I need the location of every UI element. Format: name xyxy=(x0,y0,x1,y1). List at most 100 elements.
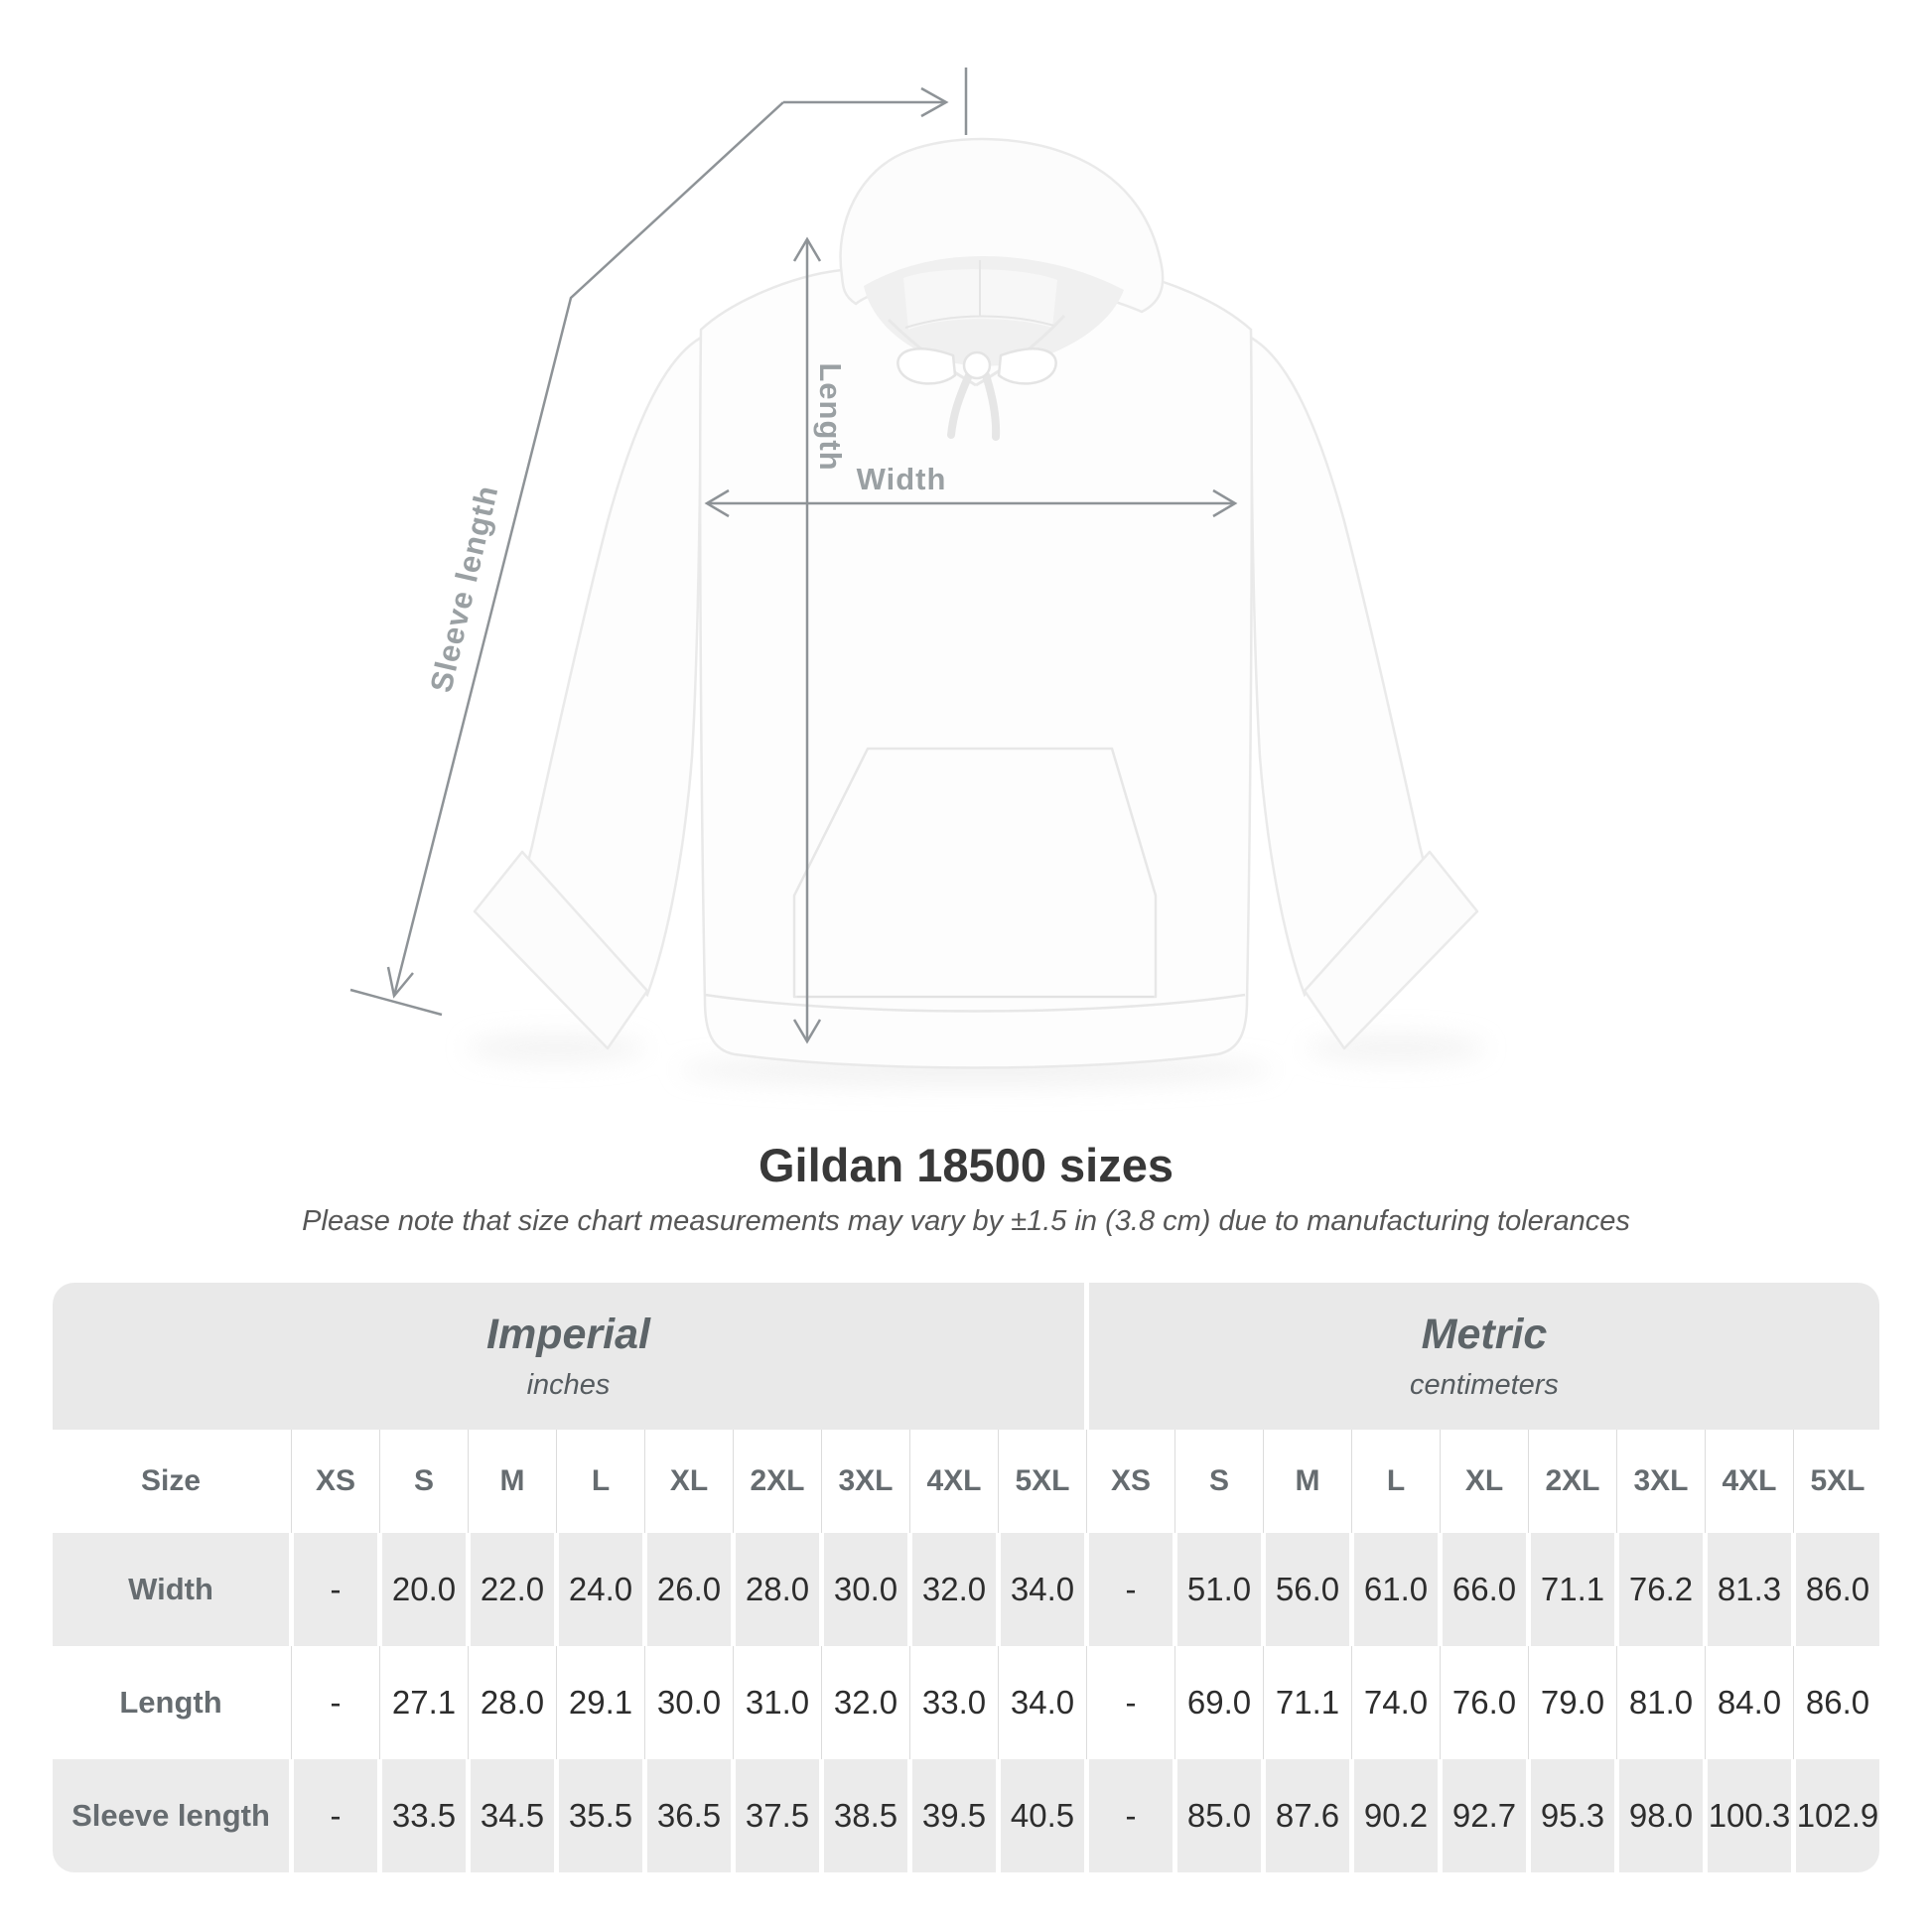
table-cell: 95.3 xyxy=(1531,1759,1614,1872)
size-col-header-imperial: 3XL xyxy=(821,1430,907,1533)
table-cell: 22.0 xyxy=(471,1533,554,1646)
drawstrings xyxy=(897,347,1057,441)
size-col-header-metric: XS xyxy=(1086,1430,1173,1533)
width-measure-label: Width xyxy=(856,462,947,496)
tolerance-note: Please note that size chart measurements… xyxy=(302,1205,1630,1237)
hem-seam xyxy=(704,993,1246,1013)
unit-header-row: Imperial inches Metric centimeters xyxy=(53,1283,1879,1430)
table-cell: 33.0 xyxy=(909,1646,996,1759)
table-cell: 84.0 xyxy=(1705,1646,1791,1759)
table-cell: 36.5 xyxy=(647,1759,731,1872)
table-cell: 76.2 xyxy=(1619,1533,1703,1646)
arrowhead-left xyxy=(704,488,730,518)
size-col-header-metric: 2XL xyxy=(1528,1430,1614,1533)
size-col-header-imperial: L xyxy=(556,1430,642,1533)
table-cell: - xyxy=(291,1646,377,1759)
table-cell: 32.0 xyxy=(912,1533,996,1646)
size-col-header-metric: S xyxy=(1174,1430,1261,1533)
table-cell: 86.0 xyxy=(1793,1646,1879,1759)
table-cell: 74.0 xyxy=(1351,1646,1438,1759)
table-cell: 34.5 xyxy=(471,1759,554,1872)
left-sleeve xyxy=(526,335,703,998)
metric-header-block: Metric centimeters xyxy=(1089,1283,1879,1430)
size-col-header-metric: L xyxy=(1351,1430,1438,1533)
table-cell: 32.0 xyxy=(821,1646,907,1759)
table-cell: 71.1 xyxy=(1531,1533,1614,1646)
table-cell: 81.3 xyxy=(1708,1533,1791,1646)
table-cell: 98.0 xyxy=(1619,1759,1703,1872)
table-cell: 87.6 xyxy=(1266,1759,1349,1872)
row-label: Width xyxy=(53,1533,289,1646)
table-cell: 35.5 xyxy=(559,1759,642,1872)
size-col-header-metric: 3XL xyxy=(1616,1430,1703,1533)
row-label: Sleeve length xyxy=(53,1759,289,1872)
kangaroo-pocket xyxy=(792,747,1158,999)
measurement-row: Sleeve length -33.5 34.5 35.5 36.5 37.5 38.5 39… xyxy=(53,1759,1879,1872)
table-cell: 71.1 xyxy=(1263,1646,1349,1759)
table-cell: 79.0 xyxy=(1528,1646,1614,1759)
size-col-header-metric: M xyxy=(1263,1430,1349,1533)
length-measure-label: Length xyxy=(813,362,848,472)
size-col-header-metric: 4XL xyxy=(1705,1430,1791,1533)
table-cell: 37.5 xyxy=(736,1759,819,1872)
table-cell: 30.0 xyxy=(824,1533,907,1646)
hoodie-sleeves xyxy=(473,335,1479,1050)
table-cell: 92.7 xyxy=(1443,1759,1526,1872)
size-col-header-imperial: 5XL xyxy=(998,1430,1084,1533)
measurement-arrows xyxy=(349,68,1238,1044)
table-cell: 27.1 xyxy=(379,1646,466,1759)
table-cell: 33.5 xyxy=(382,1759,466,1872)
width-arrow xyxy=(704,488,1238,518)
left-cuff xyxy=(473,850,649,1050)
table-cell: 56.0 xyxy=(1266,1533,1349,1646)
size-col-header-imperial: 2XL xyxy=(733,1430,819,1533)
arrowhead-down xyxy=(792,1019,822,1044)
size-header-row: Size XS S M L XL 2XL 3XL 4XL 5XL XS S M L XL 2XL 3XL 4XL 5… xyxy=(53,1430,1879,1533)
table-cell: 34.0 xyxy=(998,1646,1084,1759)
table-cell: 69.0 xyxy=(1174,1646,1261,1759)
table-cell: 31.0 xyxy=(733,1646,819,1759)
table-cell: 24.0 xyxy=(559,1533,642,1646)
arrowhead-down xyxy=(386,966,414,999)
table-cell: - xyxy=(1089,1759,1173,1872)
table-cell: - xyxy=(1089,1533,1173,1646)
table-cell: 61.0 xyxy=(1354,1533,1438,1646)
table-cell: 100.3 xyxy=(1708,1759,1791,1872)
sleeve-length-arrow xyxy=(349,68,968,1017)
row-label: Length xyxy=(53,1646,289,1759)
table-cell: 51.0 xyxy=(1177,1533,1261,1646)
imperial-header-block: Imperial inches xyxy=(53,1283,1084,1430)
table-cell: - xyxy=(294,1533,377,1646)
table-cell: 86.0 xyxy=(1796,1533,1879,1646)
table-cell: - xyxy=(294,1759,377,1872)
table-cell: 102.9 xyxy=(1796,1759,1879,1872)
table-cell: 38.5 xyxy=(824,1759,907,1872)
table-cell: 40.5 xyxy=(1001,1759,1084,1872)
size-col-header-imperial: XL xyxy=(644,1430,731,1533)
size-col-header-metric: XL xyxy=(1440,1430,1526,1533)
table-cell: 39.5 xyxy=(912,1759,996,1872)
table-cell: 76.0 xyxy=(1440,1646,1526,1759)
imperial-header-title: Imperial xyxy=(486,1311,650,1358)
page-title: Gildan 18500 sizes xyxy=(758,1139,1174,1191)
arrowhead-up xyxy=(792,236,822,262)
table-cell: 30.0 xyxy=(644,1646,731,1759)
table-cell: 28.0 xyxy=(468,1646,554,1759)
table-cell: 28.0 xyxy=(736,1533,819,1646)
table-cell: 85.0 xyxy=(1177,1759,1261,1872)
size-table: Imperial inches Metric centimeters Size X… xyxy=(53,1283,1879,1872)
table-cell: - xyxy=(1086,1646,1173,1759)
table-cell: 29.1 xyxy=(556,1646,642,1759)
size-col-header-imperial: 4XL xyxy=(909,1430,996,1533)
table-cell: 81.0 xyxy=(1616,1646,1703,1759)
metric-header-unit: centimeters xyxy=(1410,1369,1559,1401)
arrowhead-right xyxy=(920,86,949,118)
table-cell: 20.0 xyxy=(382,1533,466,1646)
hoodie-measurement-figure: Length Width Sleeve length xyxy=(349,68,1485,1086)
table-cell: 34.0 xyxy=(1001,1533,1084,1646)
size-col-header-metric: 5XL xyxy=(1793,1430,1879,1533)
table-cell: 26.0 xyxy=(647,1533,731,1646)
size-col-header-imperial: S xyxy=(379,1430,466,1533)
sleeve-end-tick-bottom xyxy=(349,988,443,1017)
